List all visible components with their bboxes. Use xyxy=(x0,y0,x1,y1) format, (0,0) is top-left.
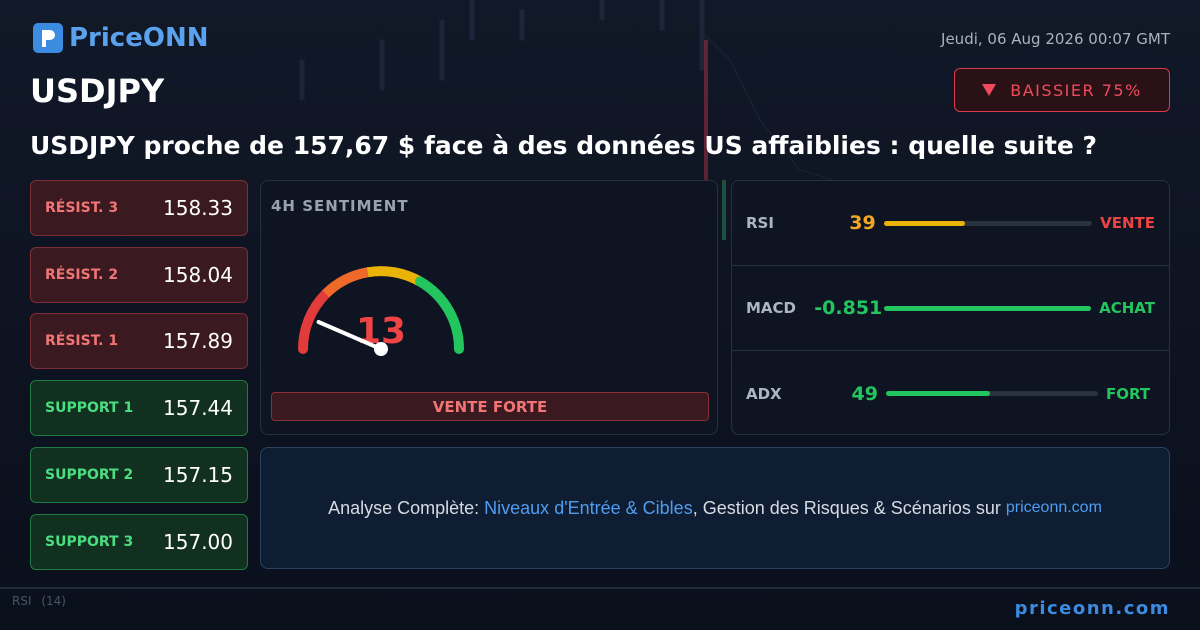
cta-middle: , Gestion des Risques & Scénarios sur xyxy=(692,497,1001,518)
sentiment-panel: 4H SENTIMENT 13 VENTE FORTE xyxy=(260,180,718,435)
verdict: VENTE FORTE xyxy=(271,392,709,421)
indicator-value: 49 xyxy=(851,382,878,405)
level-label: RÉSIST. 1 xyxy=(45,333,119,349)
gauge-arc xyxy=(415,276,464,354)
gauge-arc xyxy=(322,267,369,298)
gauge-arc xyxy=(366,266,423,286)
level-value: 157.89 xyxy=(163,329,233,353)
level: SUPPORT 2 157.15 xyxy=(30,447,248,503)
level-value: 157.44 xyxy=(163,396,233,420)
trend-badge: BAISSIER 75% xyxy=(954,68,1170,112)
level-label: RÉSIST. 2 xyxy=(45,267,119,283)
footer-site[interactable]: priceonn.com xyxy=(1014,598,1170,619)
rsi-period: (14) xyxy=(41,594,66,608)
indicator-signal: FORT xyxy=(1106,384,1151,403)
level-value: 157.00 xyxy=(163,530,233,554)
gauge-arc xyxy=(297,288,331,354)
indicator-track xyxy=(886,391,1098,396)
logo-text: PriceONN xyxy=(69,23,209,53)
sentiment-title: 4H SENTIMENT xyxy=(271,197,409,215)
level-label: SUPPORT 3 xyxy=(45,534,134,550)
level: RÉSIST. 3 158.33 xyxy=(30,180,248,236)
level: SUPPORT 1 157.44 xyxy=(30,380,248,436)
level: RÉSIST. 2 158.04 xyxy=(30,247,248,303)
indicator-signal: VENTE xyxy=(1100,214,1155,232)
level-value: 158.33 xyxy=(163,196,233,220)
level: SUPPORT 3 157.00 xyxy=(30,514,248,570)
cta-site[interactable]: priceonn.com xyxy=(1005,499,1102,516)
headline: USDJPY proche de 157,67 $ face à des don… xyxy=(30,131,1098,160)
badge-text: BAISSIER 75% xyxy=(1010,80,1142,100)
needle-hub xyxy=(374,342,388,356)
logo: PriceONN xyxy=(33,23,208,53)
indicators-panel: RSI 39 VENTE MACD -0.851 ACHAT ADX 49 FO… xyxy=(731,180,1170,435)
level-value: 157.15 xyxy=(163,463,233,487)
logo-icon xyxy=(33,23,63,53)
cta: Analyse Complète: Niveaux d'Entrée & Cib… xyxy=(260,447,1170,569)
level: RÉSIST. 1 157.89 xyxy=(30,313,248,369)
rsi-label: RSI xyxy=(12,594,32,608)
level-label: SUPPORT 1 xyxy=(45,400,134,416)
gauge-needle xyxy=(316,319,383,351)
down-arrow xyxy=(982,84,997,96)
cta-prefix: Analyse Complète: xyxy=(328,497,480,518)
date: Jeudi, 06 Aug 2026 00:07 GMT xyxy=(941,30,1170,48)
indicator-bar xyxy=(886,391,990,396)
level-label: SUPPORT 2 xyxy=(45,467,134,483)
indicator-value: 39 xyxy=(849,212,876,234)
symbol: USDJPY xyxy=(30,72,165,110)
level-label: RÉSIST. 3 xyxy=(45,200,119,216)
level-value: 158.04 xyxy=(163,263,233,287)
background-label: RSI (14) xyxy=(12,594,66,608)
gauge: 13 xyxy=(297,266,464,356)
indicator-name: ADX xyxy=(746,384,782,403)
cta-link[interactable]: Niveaux d'Entrée & Cibles xyxy=(484,497,693,518)
indicator-track xyxy=(883,220,1093,226)
indicator-bar xyxy=(884,305,1092,311)
indicator: ADX 49 FORT xyxy=(732,351,1169,436)
indicator: RSI 39 VENTE xyxy=(732,181,1169,266)
indicator-value: -0.851 xyxy=(814,297,883,319)
indicator-track xyxy=(884,305,1092,311)
indicator-signal: ACHAT xyxy=(1099,299,1155,317)
indicator-name: MACD xyxy=(746,299,796,317)
indicator-name: RSI xyxy=(746,214,774,232)
indicator: MACD -0.851 ACHAT xyxy=(732,266,1169,351)
indicator-bar xyxy=(883,220,965,226)
